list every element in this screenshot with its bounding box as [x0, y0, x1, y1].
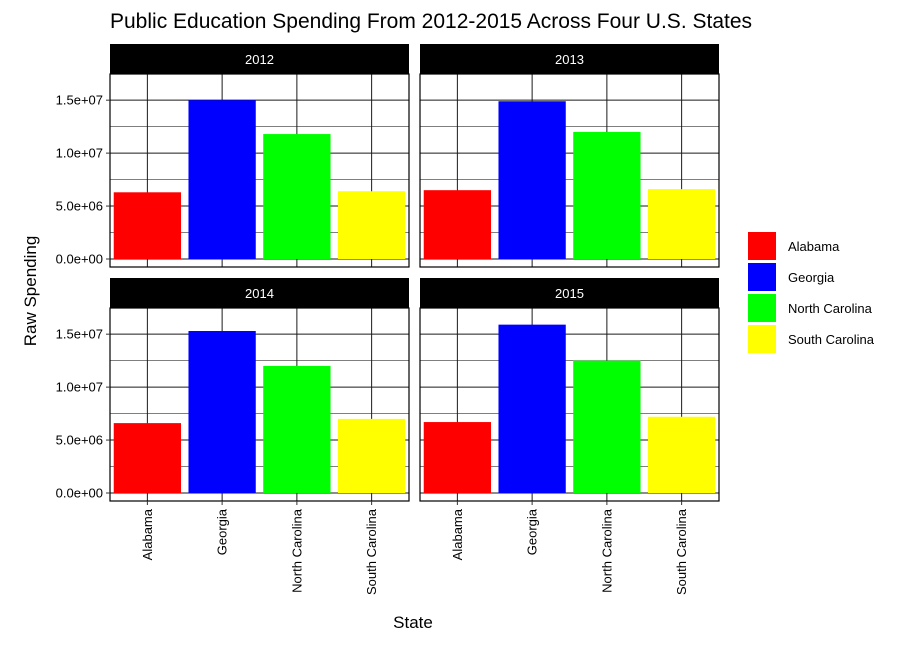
legend-label: South Carolina — [788, 332, 875, 347]
x-tick-label: South Carolina — [674, 508, 689, 595]
legend-key — [748, 263, 776, 291]
y-tick-label: 5.0e+06 — [56, 199, 103, 214]
bar-north-carolina-2015 — [573, 360, 641, 493]
facet-strip-label: 2013 — [555, 52, 584, 67]
legend-key — [748, 232, 776, 260]
bar-georgia-2015 — [498, 324, 566, 493]
bar-north-carolina-2013 — [573, 131, 641, 259]
facet-panel-2012: 2012 0.0e+00 5.0e+06 1.0e+07 1.5e+07 — [56, 44, 410, 268]
legend-label: Alabama — [788, 239, 840, 254]
bar-georgia-2012 — [188, 100, 256, 259]
bar-alabama-2014 — [113, 423, 182, 493]
bar-georgia-2014 — [188, 331, 256, 493]
facet-strip — [110, 44, 409, 74]
panel-border — [419, 73, 720, 268]
y-axis-title: Raw Spending — [21, 236, 40, 347]
legend-key — [748, 294, 776, 322]
bar-georgia-2013 — [498, 101, 566, 259]
x-tick-labels: Alabama Georgia North Carolina South Caroli… — [140, 508, 689, 595]
facet-panel-2014: 2014 0.0e+00 5.0e+06 1.0e+07 1.5e+07 — [56, 278, 410, 505]
y-tick-label: 1.0e+07 — [56, 146, 103, 161]
x-tick-label: South Carolina — [364, 508, 379, 595]
legend: Alabama Georgia North Carolina South Caroli… — [748, 232, 875, 353]
y-tick-label: 5.0e+06 — [56, 433, 103, 448]
y-tick-label: 0.0e+00 — [56, 252, 103, 267]
facet-strip-label: 2014 — [245, 286, 274, 301]
x-tick-label: North Carolina — [599, 508, 614, 593]
facet-strip — [420, 278, 719, 308]
y-tick-label: 1.0e+07 — [56, 380, 103, 395]
bar-south-carolina-2015 — [647, 416, 716, 493]
facet-strip-label: 2012 — [245, 52, 274, 67]
facet-panel-2015: 2015 — [419, 278, 720, 505]
legend-label: North Carolina — [788, 301, 873, 316]
bar-alabama-2013 — [423, 190, 492, 259]
bar-alabama-2015 — [423, 422, 492, 493]
x-tick-label: Alabama — [140, 508, 155, 560]
bar-south-carolina-2014 — [337, 418, 406, 493]
panel-border — [109, 307, 410, 502]
x-tick-label: Alabama — [450, 508, 465, 560]
legend-key — [748, 325, 776, 353]
x-axis-title: State — [393, 613, 433, 632]
facet-strip — [110, 278, 409, 308]
y-tick-label: 0.0e+00 — [56, 486, 103, 501]
y-tick-label: 1.5e+07 — [56, 93, 103, 108]
bar-north-carolina-2014 — [263, 365, 331, 493]
facet-panel-2013: 2013 — [419, 44, 720, 268]
bar-south-carolina-2012 — [337, 191, 406, 259]
chart-title: Public Education Spending From 2012-2015… — [110, 10, 752, 33]
bar-north-carolina-2012 — [263, 134, 331, 259]
y-tick-label: 1.5e+07 — [56, 327, 103, 342]
x-tick-label: Georgia — [215, 508, 230, 555]
x-tick-label: Georgia — [525, 508, 540, 555]
facet-strip — [420, 44, 719, 74]
bar-south-carolina-2013 — [647, 189, 716, 259]
panel-border — [109, 73, 410, 268]
legend-label: Georgia — [788, 270, 835, 285]
facet-strip-label: 2015 — [555, 286, 584, 301]
bar-alabama-2012 — [113, 192, 182, 259]
facet-panels: 2012 0.0e+00 5.0e+06 1.0e+07 1.5e+07 2013 2014… — [56, 44, 720, 505]
panel-border — [419, 307, 720, 502]
x-tick-label: North Carolina — [289, 508, 304, 593]
